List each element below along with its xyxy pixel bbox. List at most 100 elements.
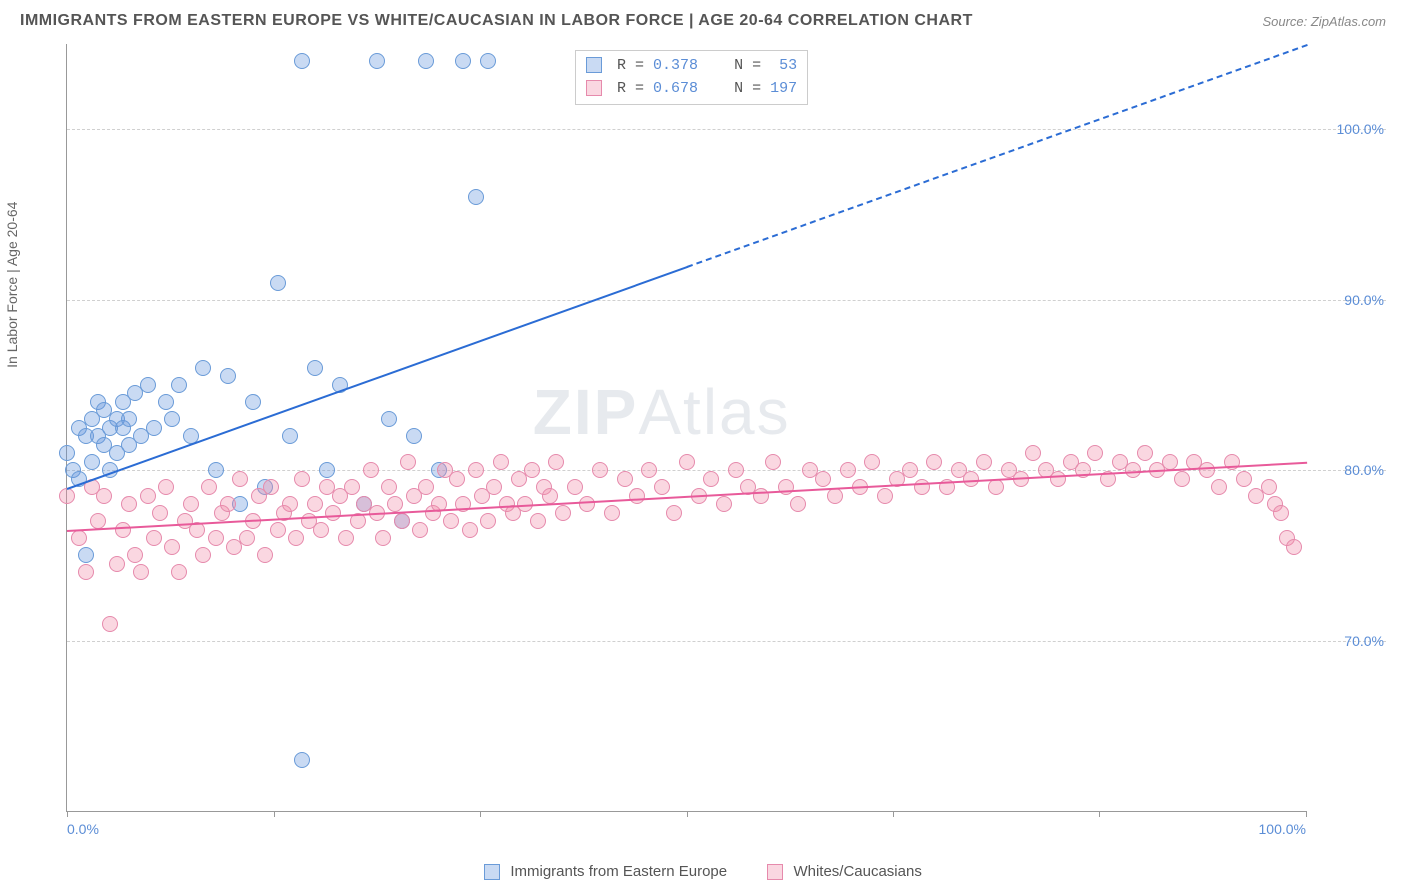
x-tick-label-right: 100.0%	[1259, 821, 1306, 837]
scatter-point	[449, 471, 465, 487]
correlation-legend: R = 0.378 N = 53 R = 0.678 N = 197	[575, 50, 808, 105]
scatter-point	[78, 564, 94, 580]
scatter-point	[1162, 454, 1178, 470]
x-tick	[274, 811, 275, 817]
scatter-point	[257, 547, 273, 563]
scatter-point	[171, 377, 187, 393]
scatter-point	[1087, 445, 1103, 461]
scatter-point	[282, 428, 298, 444]
gridline	[67, 300, 1386, 301]
gridline	[67, 129, 1386, 130]
x-tick	[1306, 811, 1307, 817]
scatter-point	[369, 53, 385, 69]
scatter-point	[288, 530, 304, 546]
plot-area: ZIPAtlas R = 0.378 N = 53 R = 0.678 N = …	[66, 44, 1306, 812]
scatter-point	[140, 377, 156, 393]
scatter-point	[171, 564, 187, 580]
scatter-point	[654, 479, 670, 495]
chart-header: IMMIGRANTS FROM EASTERN EUROPE VS WHITE/…	[0, 0, 1406, 38]
source-attribution: Source: ZipAtlas.com	[1262, 14, 1386, 29]
scatter-point	[617, 471, 633, 487]
scatter-point	[765, 454, 781, 470]
scatter-point	[121, 496, 137, 512]
watermark-atlas: Atlas	[638, 376, 790, 448]
scatter-point	[270, 275, 286, 291]
scatter-point	[1211, 479, 1227, 495]
legend-row-blue: R = 0.378 N = 53	[586, 55, 797, 78]
scatter-point	[59, 445, 75, 461]
scatter-point	[294, 53, 310, 69]
scatter-point	[963, 471, 979, 487]
n-label: N =	[734, 57, 761, 74]
scatter-point	[158, 479, 174, 495]
x-tick	[893, 811, 894, 817]
scatter-point	[486, 479, 502, 495]
scatter-point	[232, 471, 248, 487]
n-value-blue: 53	[779, 57, 797, 74]
scatter-point	[307, 496, 323, 512]
scatter-point	[109, 556, 125, 572]
legend-item-blue: Immigrants from Eastern Europe	[484, 863, 727, 880]
legend-swatch-pink	[586, 80, 602, 96]
scatter-point	[914, 479, 930, 495]
scatter-point	[102, 616, 118, 632]
y-tick-label: 70.0%	[1314, 633, 1384, 649]
scatter-point	[418, 479, 434, 495]
legend-swatch-blue-icon	[484, 864, 500, 880]
scatter-point	[827, 488, 843, 504]
n-label: N =	[734, 80, 761, 97]
chart-container: In Labor Force | Age 20-64 ZIPAtlas R = …	[20, 44, 1386, 842]
y-tick-label: 80.0%	[1314, 462, 1384, 478]
scatter-point	[201, 479, 217, 495]
scatter-point	[524, 462, 540, 478]
scatter-point	[790, 496, 806, 512]
scatter-point	[195, 360, 211, 376]
scatter-point	[133, 564, 149, 580]
scatter-point	[400, 454, 416, 470]
scatter-point	[679, 454, 695, 470]
scatter-point	[1236, 471, 1252, 487]
x-tick	[687, 811, 688, 817]
scatter-point	[146, 420, 162, 436]
scatter-point	[381, 411, 397, 427]
x-tick	[480, 811, 481, 817]
r-label: R =	[617, 57, 644, 74]
scatter-point	[84, 454, 100, 470]
scatter-point	[325, 505, 341, 521]
legend-row-pink: R = 0.678 N = 197	[586, 78, 797, 101]
legend-swatch-blue	[586, 57, 602, 73]
scatter-point	[753, 488, 769, 504]
scatter-point	[468, 462, 484, 478]
scatter-point	[220, 368, 236, 384]
scatter-point	[1261, 479, 1277, 495]
scatter-point	[164, 411, 180, 427]
scatter-point	[195, 547, 211, 563]
scatter-point	[294, 752, 310, 768]
scatter-point	[480, 53, 496, 69]
scatter-point	[542, 488, 558, 504]
scatter-point	[666, 505, 682, 521]
scatter-point	[282, 496, 298, 512]
scatter-point	[394, 513, 410, 529]
x-tick-label-left: 0.0%	[67, 821, 99, 837]
scatter-point	[59, 488, 75, 504]
scatter-point	[629, 488, 645, 504]
y-tick-label: 100.0%	[1314, 121, 1384, 137]
scatter-point	[716, 496, 732, 512]
scatter-point	[208, 462, 224, 478]
scatter-point	[307, 360, 323, 376]
scatter-point	[220, 496, 236, 512]
scatter-point	[840, 462, 856, 478]
scatter-point	[1199, 462, 1215, 478]
scatter-point	[555, 505, 571, 521]
scatter-point	[270, 522, 286, 538]
scatter-point	[641, 462, 657, 478]
y-axis-label: In Labor Force | Age 20-64	[4, 202, 20, 368]
scatter-point	[815, 471, 831, 487]
scatter-point	[1174, 471, 1190, 487]
r-value-blue: 0.378	[653, 57, 698, 74]
scatter-point	[71, 530, 87, 546]
watermark: ZIPAtlas	[533, 375, 791, 449]
scatter-point	[387, 496, 403, 512]
scatter-point	[208, 530, 224, 546]
